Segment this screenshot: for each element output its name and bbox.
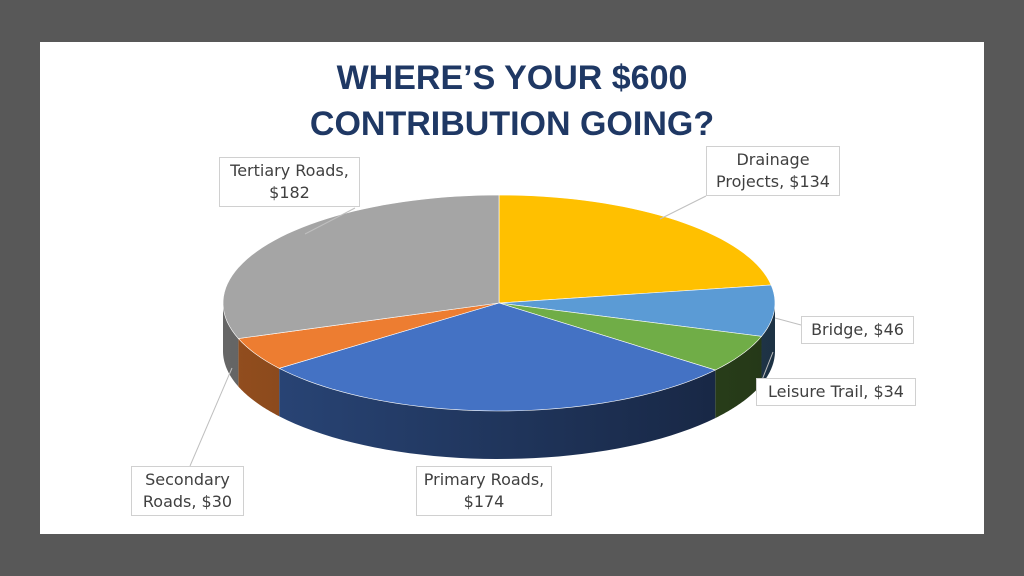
pie-slice-leisure-trail [498,302,763,371]
label-primary-roads: Primary Roads, $174 [416,466,552,516]
pie-top [222,194,776,412]
label-secondary-roads-line2: Roads, $30 [142,492,233,511]
pie-side-tertiary-roads [223,303,239,387]
pie-side-leisure-trail [715,336,762,419]
title-line-2: CONTRIBUTION GOING? [309,105,715,143]
pie-slice-drainage-projects [498,194,772,304]
chart-title: WHERE’S YOUR $600 CONTRIBUTION GOING? [40,55,984,147]
pie-side-bridge [761,303,775,385]
label-leisure-trail: Leisure Trail, $34 [756,378,916,406]
label-secondary-roads: Secondary Roads, $30 [131,466,244,516]
pie-slice-tertiary-roads [222,194,500,339]
leader-line [659,195,707,220]
leader-line [304,207,356,235]
pie-side-secondary-roads [238,338,280,417]
label-primary-roads-line1: Primary Roads, [423,470,545,489]
pie-sides [223,303,775,459]
label-bridge-line1: Bridge, $46 [811,320,904,339]
pie-slice-primary-roads [278,302,717,412]
label-primary-roads-line2: $174 [463,492,505,511]
label-bridge: Bridge, $46 [801,316,914,344]
title-line-1: WHERE’S YOUR $600 [336,59,688,97]
leader-lines [189,195,802,467]
leader-line [761,351,774,381]
label-tertiary-roads-line2: $182 [269,183,310,202]
pie-side-primary-roads [279,368,716,459]
leader-line [774,317,802,326]
label-leisure-trail-line1: Leisure Trail, $34 [768,382,904,401]
label-tertiary-roads: Tertiary Roads, $182 [219,157,360,207]
label-secondary-roads-line1: Secondary [145,470,230,489]
label-drainage-projects-line2: Projects, $134 [716,172,830,191]
label-tertiary-roads-line1: Tertiary Roads, [230,161,349,180]
label-drainage-projects-line1: Drainage [736,150,810,169]
leader-line [189,367,233,467]
pie-slice-secondary-roads [237,302,500,369]
pie-slice-bridge [498,284,776,337]
label-drainage-projects: Drainage Projects, $134 [706,146,840,196]
